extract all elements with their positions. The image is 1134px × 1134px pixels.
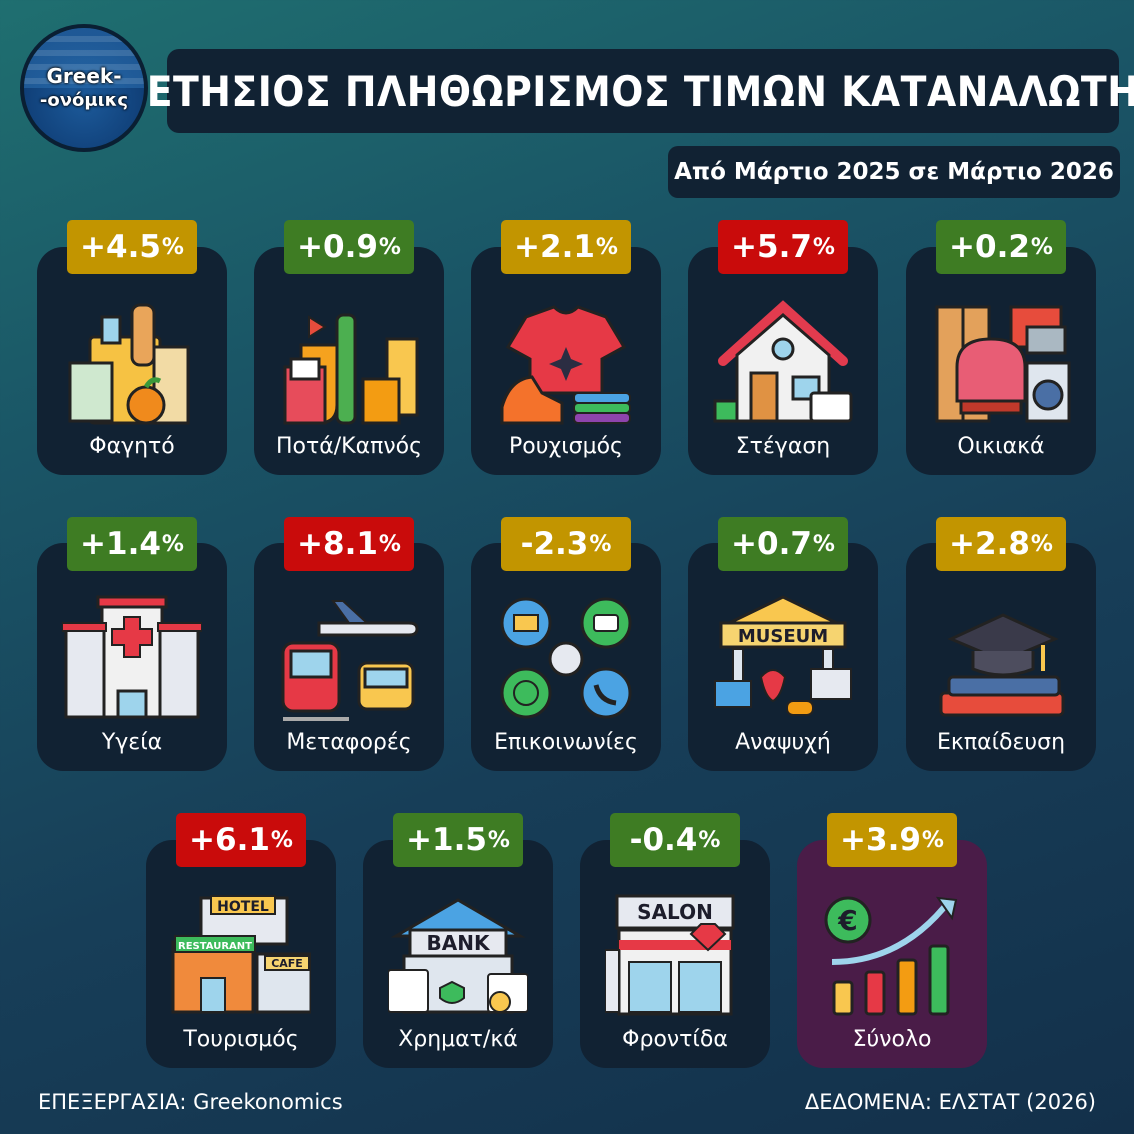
title-box: ΕΤΗΣΙΟΣ ΠΛΗΘΩΡΙΣΜΟΣ ΤΙΜΩΝ ΚΑΤΑΝΑΛΩΤΗ	[147, 49, 1134, 133]
change-badge: -0.4%	[610, 813, 740, 867]
svg-text:€: €	[837, 904, 857, 937]
change-value: +2.1	[514, 229, 595, 265]
change-badge: +0.9%	[284, 220, 414, 274]
change-badge: +2.8%	[936, 517, 1066, 571]
hospital-icon	[61, 593, 203, 723]
percent-sign: %	[812, 531, 835, 557]
change-badge: +0.7%	[718, 517, 848, 571]
total-card	[797, 840, 987, 1068]
change-badge: +1.5%	[393, 813, 523, 867]
change-value: -2.3	[520, 526, 589, 562]
change-value: +2.8	[949, 526, 1030, 562]
percent-sign: %	[378, 531, 401, 557]
category-label: Φροντίδα	[622, 1027, 728, 1052]
percent-sign: %	[270, 827, 293, 853]
category-label: Οικιακά	[957, 434, 1045, 459]
household-icon	[931, 297, 1071, 427]
greekonomics-logo: Greek- -ονόμικς	[20, 24, 148, 152]
change-value: +5.7	[731, 229, 812, 265]
percent-sign: %	[161, 531, 184, 557]
category-label: Εκπαίδευση	[936, 730, 1066, 755]
change-badge: +0.2%	[936, 220, 1066, 274]
category-label: Υγεία	[101, 730, 163, 755]
percent-sign: %	[378, 234, 401, 260]
change-badge: +4.5%	[67, 220, 197, 274]
subtitle-box: Από Μάρτιο 2025 σε Μάρτιο 2026	[668, 146, 1120, 198]
total-chart-icon: €	[822, 890, 962, 1020]
page-title: ΕΤΗΣΙΟΣ ΠΛΗΘΩΡΙΣΜΟΣ ΤΙΜΩΝ ΚΑΤΑΝΑΛΩΤΗ	[146, 66, 1134, 116]
percent-sign: %	[589, 531, 612, 557]
change-value: +0.2	[949, 229, 1030, 265]
category-label: Ρουχισμός	[509, 434, 623, 459]
education-icon	[931, 593, 1071, 723]
percent-sign: %	[1030, 234, 1053, 260]
flag-stripes	[24, 28, 144, 88]
change-value: -0.4	[629, 822, 698, 858]
svg-text:SALON: SALON	[637, 900, 713, 924]
percent-sign: %	[1030, 531, 1053, 557]
change-value: +8.1	[297, 526, 378, 562]
museum-icon: MUSEUM	[713, 593, 853, 723]
change-value: +6.1	[189, 822, 270, 858]
bank-icon: BANK	[387, 890, 529, 1020]
svg-text:MUSEUM: MUSEUM	[738, 626, 828, 647]
groceries-icon	[62, 297, 202, 427]
category-label: Σύνολο	[852, 1027, 932, 1052]
house-icon	[713, 297, 853, 427]
svg-text:RESTAURANT: RESTAURANT	[178, 941, 252, 952]
hotel-icon: HOTEL RESTAURANT CAFE	[171, 890, 313, 1020]
change-badge: -2.3%	[501, 517, 631, 571]
change-badge: +6.1%	[176, 813, 306, 867]
category-label: Φαγητό	[89, 434, 175, 459]
percent-sign: %	[921, 827, 944, 853]
percent-sign: %	[161, 234, 184, 260]
drinks-tobacco-icon	[279, 297, 419, 427]
footer-credit: ΕΠΕΞΕΡΓΑΣΙΑ: Greekonomics	[38, 1090, 343, 1114]
page-subtitle: Από Μάρτιο 2025 σε Μάρτιο 2026	[674, 159, 1114, 185]
category-label: Επικοινωνίες	[494, 730, 638, 755]
percent-sign: %	[812, 234, 835, 260]
change-value: +4.5	[80, 229, 161, 265]
svg-text:BANK: BANK	[427, 931, 491, 955]
category-label: Ποτά/Καπνός	[276, 434, 422, 459]
change-badge: +2.1%	[501, 220, 631, 274]
change-badge: +1.4%	[67, 517, 197, 571]
category-label: Στέγαση	[735, 434, 831, 459]
change-badge: +8.1%	[284, 517, 414, 571]
change-value: +0.7	[731, 526, 812, 562]
category-label: Τουρισμός	[183, 1027, 299, 1052]
logo-line-2: -ονόμικς	[39, 90, 129, 111]
communication-icon	[496, 593, 636, 723]
footer-source: ΔΕΔΟΜΕΝΑ: ΕΛΣΤΑΤ (2026)	[804, 1090, 1096, 1114]
category-9-card	[688, 543, 878, 771]
change-badge: +5.7%	[718, 220, 848, 274]
salon-icon: SALON	[604, 890, 745, 1020]
transport-icon	[279, 593, 419, 723]
category-label: Μεταφορές	[286, 730, 412, 755]
clothing-icon	[496, 297, 636, 427]
change-value: +3.9	[840, 822, 921, 858]
percent-sign: %	[698, 827, 721, 853]
svg-text:HOTEL: HOTEL	[217, 899, 269, 915]
change-value: +1.4	[80, 526, 161, 562]
category-label: Χρηματ/κά	[398, 1027, 518, 1052]
change-value: +1.5	[406, 822, 487, 858]
percent-sign: %	[595, 234, 618, 260]
change-value: +0.9	[297, 229, 378, 265]
svg-text:CAFE: CAFE	[271, 957, 303, 970]
logo-line-1: Greek-	[46, 64, 122, 88]
percent-sign: %	[487, 827, 510, 853]
category-label: Αναψυχή	[735, 730, 831, 755]
change-badge: +3.9%	[827, 813, 957, 867]
